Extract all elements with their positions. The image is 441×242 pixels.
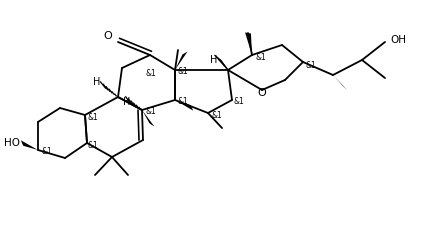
Text: &1: &1 bbox=[178, 68, 189, 76]
Polygon shape bbox=[142, 110, 154, 127]
Text: H: H bbox=[123, 97, 131, 107]
Text: &1: &1 bbox=[306, 60, 317, 69]
Polygon shape bbox=[333, 75, 347, 90]
Text: &1: &1 bbox=[177, 98, 188, 106]
Text: &1: &1 bbox=[145, 107, 156, 116]
Text: OH: OH bbox=[390, 35, 406, 45]
Text: O: O bbox=[258, 88, 266, 98]
Polygon shape bbox=[175, 100, 193, 111]
Text: &1: &1 bbox=[233, 98, 244, 106]
Text: &1: &1 bbox=[256, 53, 267, 61]
Text: &1: &1 bbox=[42, 148, 53, 157]
Text: H: H bbox=[93, 77, 101, 87]
Text: &1: &1 bbox=[88, 113, 99, 121]
Text: H: H bbox=[210, 55, 218, 65]
Polygon shape bbox=[175, 52, 187, 70]
Text: O: O bbox=[104, 31, 112, 41]
Polygon shape bbox=[245, 32, 252, 55]
Polygon shape bbox=[21, 140, 38, 150]
Text: &1: &1 bbox=[145, 68, 156, 77]
Text: &1: &1 bbox=[88, 141, 99, 150]
Text: HO: HO bbox=[4, 138, 20, 148]
Text: &1: &1 bbox=[212, 111, 223, 120]
Polygon shape bbox=[208, 113, 224, 130]
